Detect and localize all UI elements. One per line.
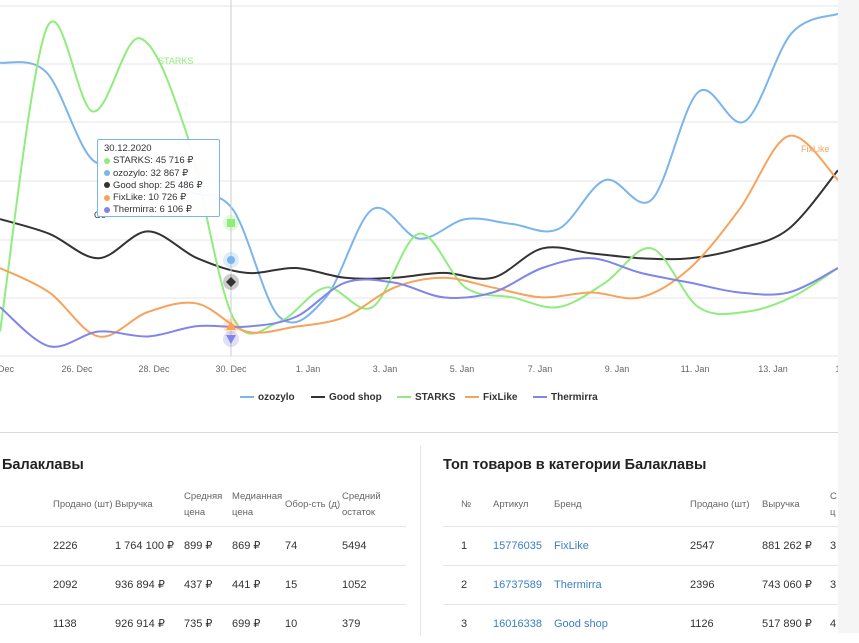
col-sold[interactable]: Продано (шт) [53,498,113,510]
legend-item-starks[interactable]: STARKS [397,392,456,403]
table-row[interactable]: 3 16016338 Good shop 1126 517 890 ₽4 [443,603,838,643]
table-row[interactable]: 1138 926 914 ₽735 ₽699 ₽10 379 [0,603,406,643]
table-row[interactable]: 2226 1 764 100 ₽899 ₽869 ₽74 5494 [0,525,406,565]
legend-item-good-shop[interactable]: Good shop [311,392,382,403]
series-label-starks: STARKS [158,56,193,66]
col-revenue[interactable]: Выручка [762,498,800,510]
brand-link[interactable]: Thermirra [554,564,690,604]
tooltip-row-thermirra: Thermirra: 6 106 ₽ [104,204,213,216]
col-truncated[interactable]: С ц [830,490,837,518]
tooltip-date: 30.12.2020 [104,143,152,154]
brand-link[interactable]: FixLike [554,525,690,565]
table-row[interactable]: 2092 936 894 ₽437 ₽441 ₽15 1052 [0,564,406,604]
top-products-table: № Артикул Бренд Продано (шт) Выручка С ц… [443,484,838,643]
col-number[interactable]: № [461,498,472,510]
x-tick-label: 3. Jan [373,364,398,374]
series-line-fixlike [0,134,839,338]
x-tick-label: 9. Jan [605,364,630,374]
series-line-thermirra [0,257,839,348]
hover-marker [227,256,235,264]
svg-text:STARKS: STARKS [415,392,456,403]
hover-marker [226,335,236,344]
chart-series-lines [0,12,839,348]
table-header-row: Продано (шт) Выручка Средняя цена Медиан… [0,484,406,526]
svg-text:Good shop: Good shop [329,392,382,403]
table-row[interactable]: 2 16737589 Thermirra 2396 743 060 ₽3 [443,564,838,604]
x-tick-label: 11. Jan [681,364,710,374]
table-header-row: № Артикул Бренд Продано (шт) Выручка С ц [443,484,838,526]
series-line-good-shop [0,169,839,280]
hover-marker [227,219,235,227]
series-label-fixlike: FixLike [801,144,830,154]
section-divider [0,432,838,433]
x-tick-label: 7. Jan [528,364,553,374]
legend-item-ozozylo[interactable]: ozozylo [240,392,295,403]
chart-tooltip: 30.12.2020 STARKS: 45 716 ₽ ozozylo: 32 … [97,139,220,217]
tooltip-row-fixlike: FixLike: 10 726 ₽ [104,192,213,204]
legend-item-fixlike[interactable]: FixLike [465,392,518,403]
x-tick-label: 1 [835,364,840,374]
col-avg-stock[interactable]: Средний остаток [342,490,381,518]
col-turnover[interactable]: Обор-сть (д) [285,498,341,510]
brand-link[interactable]: Good shop [554,603,690,643]
col-brand[interactable]: Бренд [554,498,582,510]
x-axis-labels: Dec 26. Dec 28. Dec 30. Dec 1. Jan 3. Jan 5. J… [0,364,840,374]
hover-marker [226,277,236,287]
chart-legend: ozozylo Good shop STARKS FixLike Thermirra [240,392,598,403]
chart-hover-markers [223,215,239,347]
right-panel-title: Топ товаров в категории Балаклавы [443,457,707,473]
x-tick-label: 26. Dec [61,364,93,374]
article-link[interactable]: 16016338 [493,603,554,643]
x-tick-label: 1. Jan [296,364,321,374]
left-panel-title: Балаклавы [2,457,84,473]
col-avg-price[interactable]: Средняя цена [184,490,223,518]
x-tick-label: 28. Dec [138,364,170,374]
x-tick-label: 30. Dec [215,364,247,374]
col-sold[interactable]: Продано (шт) [690,498,750,510]
legend-item-thermirra[interactable]: Thermirra [533,392,598,403]
page-scroll-gutter [838,0,859,633]
hover-marker [226,321,236,330]
x-tick-label: 5. Jan [450,364,475,374]
tooltip-row-ozozylo: ozozylo: 32 867 ₽ [104,168,213,180]
sellers-table: Продано (шт) Выручка Средняя цена Медиан… [0,484,406,643]
x-tick-label: Dec [0,364,14,374]
x-tick-label: 13. Jan [758,364,788,374]
tooltip-row-good-shop: Good shop: 25 486 ₽ [104,180,213,192]
tooltip-row-starks: STARKS: 45 716 ₽ [104,155,213,167]
svg-text:FixLike: FixLike [483,392,518,403]
series-line-starks [0,20,839,335]
col-median-price[interactable]: Медианная цена [232,490,283,518]
col-article[interactable]: Артикул [493,498,529,510]
table-row[interactable]: 1 15776035 FixLike 2547 881 262 ₽3 [443,525,838,565]
svg-text:Thermirra: Thermirra [551,392,598,403]
col-revenue[interactable]: Выручка [115,498,153,510]
revenue-line-chart: Dec 26. Dec 28. Dec 30. Dec 1. Jan 3. Jan 5. J… [0,0,840,403]
panel-divider [420,446,421,636]
article-link[interactable]: 16737589 [493,564,554,604]
article-link[interactable]: 15776035 [493,525,554,565]
svg-text:ozozylo: ozozylo [258,392,295,403]
